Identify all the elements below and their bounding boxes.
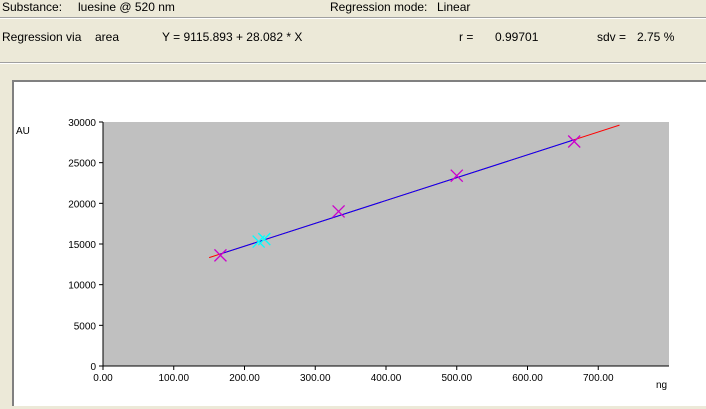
x-tick-label: 500.00 xyxy=(441,373,472,384)
header-bottom-divider-highlight xyxy=(0,63,706,64)
y-tick-label: 25000 xyxy=(68,159,96,170)
regression-fit-line xyxy=(220,139,575,255)
x-tick-label: 100.00 xyxy=(158,373,189,384)
r-label: r = xyxy=(459,30,474,44)
y-tick-label: 15000 xyxy=(68,240,96,251)
standard-point-marker xyxy=(567,135,581,148)
sdv-label: sdv = xyxy=(597,30,627,44)
r-value: 0.99701 xyxy=(495,30,539,44)
x-tick-label: 200.00 xyxy=(229,373,260,384)
y-tick-label: 10000 xyxy=(68,281,96,292)
x-tick-label: 0.00 xyxy=(93,373,113,384)
header-bottom-divider xyxy=(0,62,706,63)
header-divider-highlight xyxy=(0,18,706,19)
regression-via-value: area xyxy=(95,30,120,44)
sample-point-marker xyxy=(257,232,271,246)
substance-label: Substance: xyxy=(2,0,63,14)
y-axis-label: AU xyxy=(16,126,30,137)
calibration-chart: 0.00 100.00 200.00 300.00 400.00 500.00 600.00… xyxy=(16,118,669,391)
y-tick-label: 30000 xyxy=(68,118,96,129)
header-divider xyxy=(0,17,706,18)
y-tick-label: 0 xyxy=(90,362,96,373)
regression-mode-value: Linear xyxy=(437,0,471,14)
standard-point-marker xyxy=(213,248,227,262)
regression-via-label: Regression via xyxy=(2,30,82,44)
x-tick-label: 700.00 xyxy=(583,373,614,384)
sdv-value: 2.75 % xyxy=(637,30,675,44)
x-tick-label: 400.00 xyxy=(371,373,402,384)
chart-panel: 0.00 100.00 200.00 300.00 400.00 500.00 600.00… xyxy=(12,80,706,406)
plot-area xyxy=(103,122,669,366)
substance-value: luesine @ 520 nm xyxy=(78,0,175,14)
standard-point-marker xyxy=(332,205,346,218)
regression-equation: Y = 9115.893 + 28.082 * X xyxy=(162,30,303,44)
x-axis-label: ng xyxy=(656,380,667,391)
x-tick-label: 600.00 xyxy=(512,373,543,384)
y-tick-label: 5000 xyxy=(74,321,97,332)
regression-mode-label: Regression mode: xyxy=(330,0,428,14)
x-tick-label: 300.00 xyxy=(300,373,331,384)
y-tick-label: 20000 xyxy=(68,199,96,210)
standard-point-marker xyxy=(450,169,464,183)
